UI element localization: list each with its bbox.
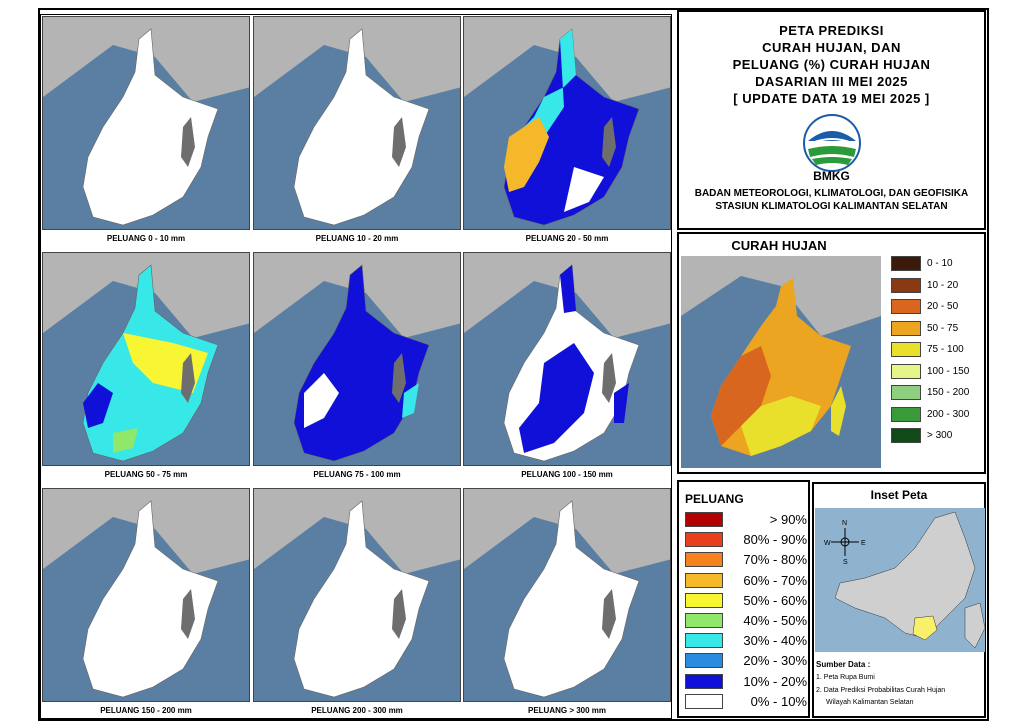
inset-map: N E S W (815, 508, 985, 652)
panel-label: PELUANG > 300 mm (527, 706, 607, 715)
inset-title: Inset Peta (870, 488, 928, 502)
title-line-1: PETA PREDIKSI (779, 23, 884, 38)
sumber-title: Sumber Data : (816, 660, 871, 669)
compass-s: S (843, 559, 848, 566)
panel-label: PELUANG 200 - 300 mm (311, 706, 403, 715)
compass-n: N (842, 520, 847, 527)
title-line-2: CURAH HUJAN, DAN (762, 40, 901, 55)
probability-panel (463, 16, 671, 230)
curah-hujan-legend-item: 75 - 100 (891, 342, 964, 357)
curah-hujan-title: CURAH HUJAN (731, 238, 827, 253)
inset-block: Inset Peta N E S W Sumber Data : 1. Peta… (812, 482, 986, 718)
peluang-legend-item: 50% - 60% (685, 592, 807, 608)
probability-panel (253, 16, 461, 230)
peluang-legend-item: 70% - 80% (685, 552, 807, 568)
sumber-item-2: 2. Data Prediksi Probabilitas Curah Huja… (816, 687, 946, 694)
peluang-legend-item: 30% - 40% (685, 633, 807, 649)
panel-label: PELUANG 0 - 10 mm (106, 234, 186, 243)
panel-label: PELUANG 100 - 150 mm (521, 470, 613, 479)
curah-hujan-legend-item: 50 - 75 (891, 320, 958, 336)
peluang-legend: PELUANG > 90% 80% - 90% 70% - 80% 60% - 70%… (677, 480, 810, 718)
sumber-item-3: Wilayah Kalimantan Selatan (826, 699, 914, 706)
peluang-legend-item: > 90% (685, 512, 807, 527)
panel-label: PELUANG 10 - 20 mm (315, 234, 399, 243)
probability-panel (42, 488, 250, 702)
panel-label: PELUANG 20 - 50 mm (525, 234, 609, 243)
peluang-legend-item: 10% - 20% (685, 673, 807, 689)
peluang-legend-item: 40% - 50% (685, 613, 807, 628)
probability-panel (253, 252, 461, 466)
probability-panel (42, 16, 250, 230)
curah-hujan-legend-item: 150 - 200 (891, 385, 969, 400)
curah-hujan-legend-item: 200 - 300 (891, 406, 969, 422)
probability-panel (463, 252, 671, 466)
title-line-3: PELUANG (%) CURAH HUJAN (732, 57, 931, 72)
bmkg-logo-text: BMKG (813, 169, 850, 183)
peluang-legend-item: 0% - 10% (685, 693, 807, 709)
panel-grid-frame (40, 14, 672, 719)
probability-panel (463, 488, 671, 702)
title-line-4: DASARIAN III MEI 2025 (755, 74, 908, 89)
station-name: STASIUN KLIMATOLOGI KALIMANTAN SELATAN (715, 201, 948, 212)
title-line-5: [ UPDATE DATA 19 MEI 2025 ] (733, 91, 930, 106)
peluang-legend-item: 60% - 70% (685, 572, 807, 588)
panel-label: PELUANG 150 - 200 mm (100, 706, 192, 715)
org-name: BADAN METEOROLOGI, KLIMATOLOGI, DAN GEOF… (694, 188, 969, 199)
panel-label: PELUANG 50 - 75 mm (104, 470, 188, 479)
curah-hujan-legend-item: 100 - 150 (891, 363, 969, 379)
probability-panel (253, 488, 461, 702)
curah-hujan-block: CURAH HUJAN 0 - 10 10 - 20 20 - 50 50 - 75 7… (677, 232, 986, 474)
curah-hujan-legend-item: 0 - 10 (891, 256, 953, 271)
compass-icon (831, 528, 859, 556)
curah-hujan-legend-item: > 300 (891, 428, 952, 443)
curah-hujan-legend-item: 20 - 50 (891, 299, 958, 314)
peluang-title: PELUANG (685, 492, 744, 506)
curah-hujan-map (681, 256, 881, 468)
compass-w: W (824, 540, 831, 547)
sumber-item-1: 1. Peta Rupa Bumi (816, 674, 875, 681)
peluang-legend-item: 80% - 90% (685, 532, 807, 548)
compass-e: E (861, 540, 866, 547)
peluang-legend-item: 20% - 30% (685, 653, 807, 669)
bmkg-logo (802, 113, 862, 173)
map-outer-frame (38, 8, 989, 721)
title-block: PETA PREDIKSI CURAH HUJAN, DAN PELUANG (… (677, 10, 986, 230)
panel-label: PELUANG 75 - 100 mm (313, 470, 401, 479)
curah-hujan-legend-item: 10 - 20 (891, 277, 958, 293)
probability-panel (42, 252, 250, 466)
